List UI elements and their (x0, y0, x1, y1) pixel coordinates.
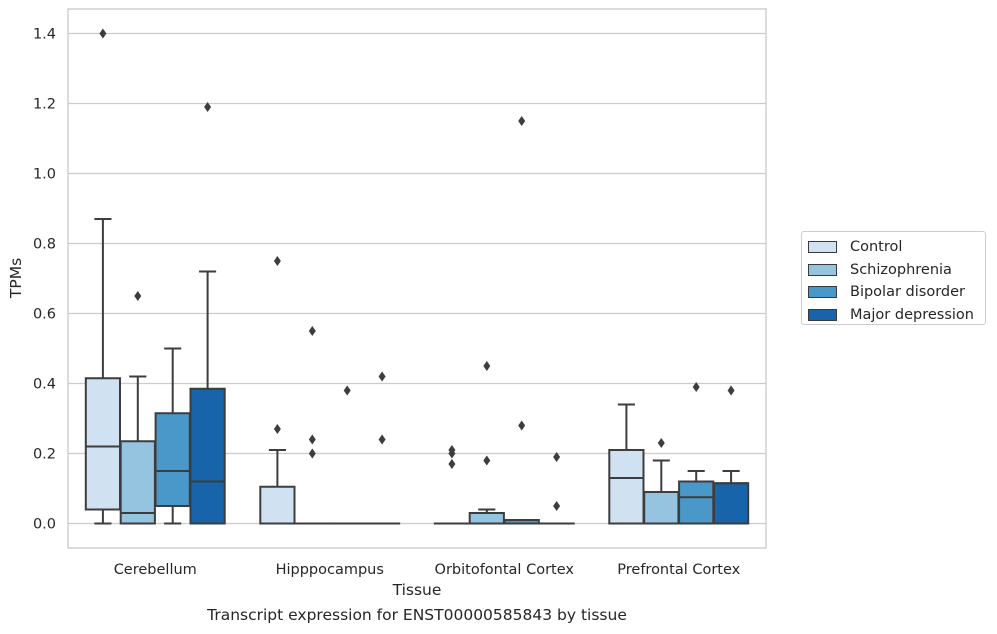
box-control-prefrontal-cortex (608, 403, 645, 525)
outlier-point (483, 361, 491, 371)
box-body (259, 485, 296, 525)
legend-swatch-control (808, 241, 837, 254)
box-bipolar-disorder-orbitofontal-cortex (503, 116, 540, 525)
legend-item-bipolar-disorder: Bipolar disorder (808, 281, 985, 304)
box-bipolar-disorder-prefrontal-cortex (678, 382, 715, 525)
legend-item-schizophrenia: Schizophrenia (808, 259, 985, 282)
y-tick-label: 0.2 (33, 447, 56, 463)
x-tick-label: Orbitofontal Cortex (435, 562, 575, 578)
box-body (84, 377, 122, 511)
box-body (468, 512, 505, 525)
x-tick-label: Hipppocampus (276, 562, 384, 578)
outlier-point (553, 452, 561, 462)
outlier-point (378, 371, 386, 382)
outlier-point (273, 424, 281, 434)
outlier-point (448, 445, 456, 455)
box-series (84, 28, 750, 525)
legend-label-bipolar-disorder: Bipolar disorder (850, 284, 965, 301)
y-tick-label: 1.4 (33, 27, 56, 43)
outlier-point (273, 256, 281, 266)
legend-swatch-major-depression (808, 308, 837, 321)
box-major-depression-prefrontal-cortex (712, 385, 750, 525)
outlier-point (308, 326, 316, 336)
y-axis-label: TPMs (7, 258, 25, 299)
x-axis-label: Tissue (392, 581, 442, 599)
outlier-point (308, 434, 316, 445)
box-body (119, 440, 156, 525)
x-tick-label: Prefrontal Cortex (617, 562, 740, 578)
legend-item-major-depression: Major depression (808, 304, 985, 327)
legend-item-control: Control (808, 236, 985, 259)
legend-label-control: Control (850, 239, 903, 256)
box-body (678, 480, 715, 525)
chart-caption: Transcript expression for ENST0000058584… (207, 606, 627, 624)
box-bipolar-disorder-hipppocampus (329, 385, 366, 525)
legend-swatch-schizophrenia (808, 263, 837, 276)
legend: Control Schizophrenia Bipolar disorder M… (801, 231, 986, 325)
outlier-point (343, 385, 351, 396)
y-tick-label: 0.0 (33, 517, 56, 533)
y-tick-label: 1.0 (33, 167, 56, 183)
outlier-point (518, 116, 526, 126)
y-tick-label: 0.4 (33, 377, 56, 393)
outlier-point (518, 420, 526, 431)
y-tick-label: 1.2 (33, 97, 56, 113)
box-control-orbitofontal-cortex (433, 445, 471, 525)
box-control-hipppocampus (259, 256, 296, 525)
box-schizophrenia-orbitofontal-cortex (468, 361, 505, 525)
legend-swatch-bipolar-disorder (808, 286, 837, 299)
box-body (608, 449, 645, 525)
outlier-point (448, 459, 456, 469)
box-body (154, 412, 191, 507)
outlier-point (134, 291, 142, 301)
legend-label-schizophrenia: Schizophrenia (850, 261, 952, 278)
box-schizophrenia-prefrontal-cortex (643, 438, 680, 525)
outlier-point (692, 382, 700, 392)
outlier-point (378, 434, 386, 445)
y-tick-label: 0.8 (33, 237, 56, 253)
outlier-point (657, 438, 665, 448)
outlier-point (99, 28, 107, 39)
box-major-depression-hipppocampus (363, 371, 401, 525)
outlier-point (553, 501, 561, 511)
outlier-point (204, 102, 212, 112)
box-bipolar-disorder-cerebellum (154, 347, 191, 525)
box-schizophrenia-hipppocampus (294, 326, 331, 525)
box-body (189, 387, 226, 525)
tick-labels: 0.0 0.2 0.4 0.6 0.8 1.0 1.2 1.4 Cerebellum Hipppo… (33, 27, 741, 579)
box-body (643, 491, 680, 525)
outlier-point (483, 455, 491, 466)
outlier-point (308, 448, 316, 459)
box-schizophrenia-cerebellum (119, 291, 156, 525)
box-control-cerebellum (84, 28, 122, 525)
plot-frame (67, 8, 767, 549)
y-tick-label: 0.6 (33, 307, 56, 323)
legend-label-major-depression: Major depression (850, 306, 974, 323)
box-body (712, 482, 750, 525)
x-tick-label: Cerebellum (114, 562, 197, 578)
box-major-depression-cerebellum (189, 102, 226, 525)
box-major-depression-orbitofontal-cortex (538, 452, 575, 525)
outlier-point (727, 385, 735, 396)
